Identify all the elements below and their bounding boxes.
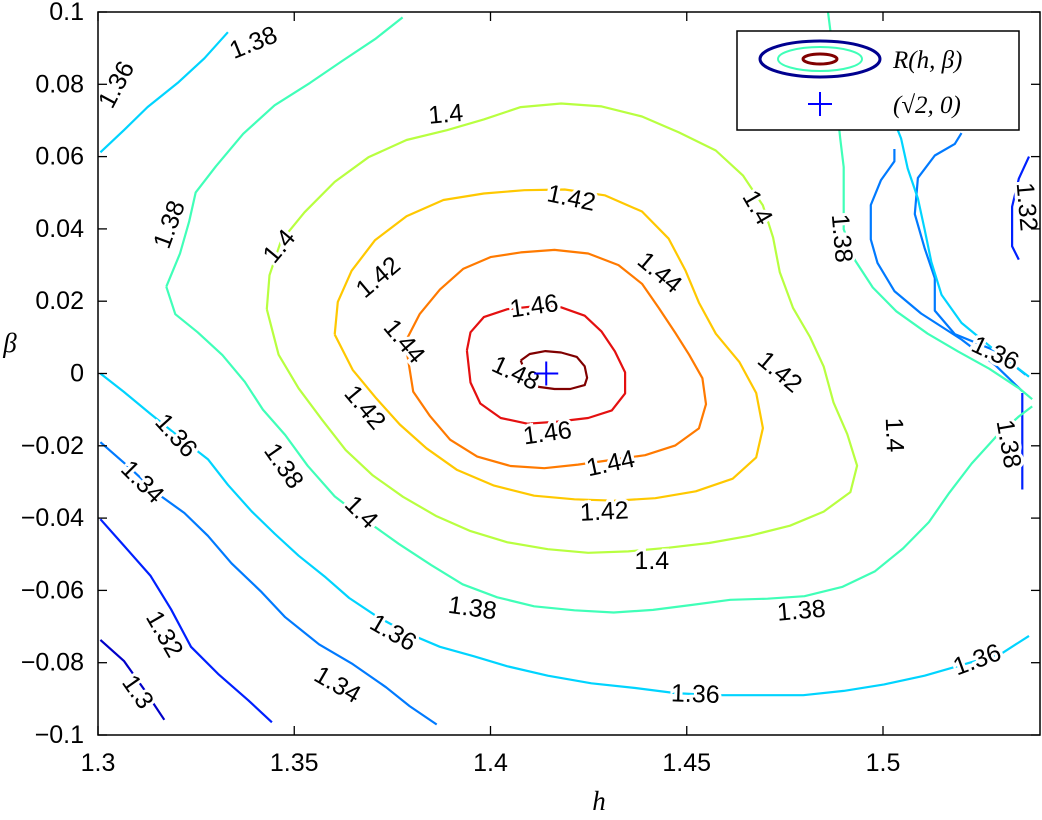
- contour-label-17: 1.46: [521, 416, 573, 451]
- contour-1.46-path-0: [465, 305, 627, 425]
- contour-label-2: 1.4: [427, 99, 464, 130]
- contour-label-29: 1.32: [140, 606, 189, 662]
- x-tick-label-0: 1.3: [81, 749, 116, 777]
- marker-point-plus: [534, 361, 559, 386]
- legend-contour-inner: [801, 52, 839, 66]
- contour-1.34-path-1: [913, 132, 1027, 376]
- contour-1.34-path-2: [869, 149, 1024, 392]
- y-tick-label-6: 0.02: [35, 287, 84, 315]
- x-tick-label-2: 1.4: [473, 749, 508, 777]
- contour-label-5: 1.4: [737, 186, 779, 230]
- contour-1.32-path-2: [1011, 156, 1030, 261]
- contour-label-22: 1.44: [584, 445, 638, 483]
- contour-label-15: 1.42: [752, 346, 807, 399]
- contour-label-6: 1.38: [826, 213, 858, 264]
- contour-1.38-path-0: [165, 16, 404, 288]
- contour-label-7: 1.32: [1011, 181, 1042, 232]
- contour-label-23: 1.38: [258, 438, 309, 494]
- contour-1.3-path-0: [99, 639, 166, 721]
- contour-label-16: 1.36: [967, 330, 1023, 376]
- y-tick-label-2: −0.06: [21, 576, 84, 604]
- contour-label-31: 1.3: [116, 670, 159, 715]
- contour-label-34: 1.36: [950, 638, 1005, 681]
- contour-1.48-path-0: [519, 350, 589, 391]
- contour-1.32-path-0: [99, 518, 273, 724]
- contour-label-11: 1.46: [508, 289, 560, 324]
- contour-1.34-path-0: [99, 441, 438, 726]
- axis-ticks: 1.3 1.35 1.4 1.45 1.5 −0.1 −0.08 −0.06 −0.04 −0.0…: [21, 0, 1040, 777]
- contour-1.4-path-0: [265, 102, 859, 554]
- contour-1.38-path-1: [165, 286, 1033, 614]
- y-tick-label-9: 0.08: [35, 70, 84, 98]
- contour-1.36-path-1: [99, 31, 229, 154]
- contour-label-33: 1.36: [671, 679, 721, 709]
- contour-label-0: 1.38: [226, 21, 282, 65]
- contour-label-14: 1.42: [339, 380, 392, 435]
- contour-label-27: 1.38: [446, 591, 498, 626]
- legend-contour-middle: [777, 46, 863, 72]
- x-tick-label-1: 1.35: [270, 749, 319, 777]
- contour-label-8: 1.4: [257, 224, 301, 269]
- y-tick-label-1: −0.08: [21, 649, 84, 677]
- contour-label-30: 1.36: [365, 608, 421, 657]
- legend-label-point: (√2, 0): [893, 92, 961, 119]
- contour-label-18: 1.4: [880, 417, 909, 453]
- legend-plus-marker-icon: [808, 92, 832, 116]
- contour-label-28: 1.38: [776, 595, 827, 627]
- y-tick-label-5: 0: [70, 360, 84, 388]
- contour-1.42-path-0: [333, 188, 764, 502]
- contour-1.36-path-0: [99, 372, 1030, 697]
- contour-label-26: 1.4: [634, 547, 669, 575]
- legend-contour-outer: [758, 39, 882, 79]
- contour-label-3: 1.38: [148, 197, 191, 252]
- legend-plus-path: [808, 92, 832, 116]
- y-tick-label-10: 0.1: [49, 0, 84, 26]
- contour-label-12: 1.44: [378, 314, 431, 369]
- contour-label-25: 1.42: [579, 496, 629, 527]
- legend-label-contour: R(h, β): [892, 47, 962, 74]
- x-tick-label-3: 1.45: [662, 749, 711, 777]
- legend: R(h, β) (√2, 0): [736, 30, 1020, 131]
- contour-label-10: 1.44: [632, 246, 687, 299]
- y-tick-label-0: −0.1: [35, 721, 84, 749]
- y-axis-label: β: [2, 328, 17, 358]
- contour-label-20: 1.36: [149, 408, 202, 463]
- x-axis-label: h: [592, 786, 606, 816]
- y-tick-label-3: −0.04: [21, 504, 84, 532]
- contour-label-9: 1.42: [351, 251, 406, 304]
- marker-layer: [534, 361, 559, 386]
- contour-lines: [99, 12, 1033, 726]
- contour-1.36-path-2: [893, 121, 1030, 378]
- y-tick-label-8: 0.06: [35, 143, 84, 171]
- contour-label-4: 1.42: [545, 179, 598, 217]
- legend-box: [736, 30, 1020, 131]
- y-tick-label-7: 0.04: [35, 215, 84, 243]
- x-tick-label-4: 1.5: [866, 749, 901, 777]
- y-tick-label-4: −0.02: [21, 432, 84, 460]
- contour-1.44-path-0: [404, 248, 708, 470]
